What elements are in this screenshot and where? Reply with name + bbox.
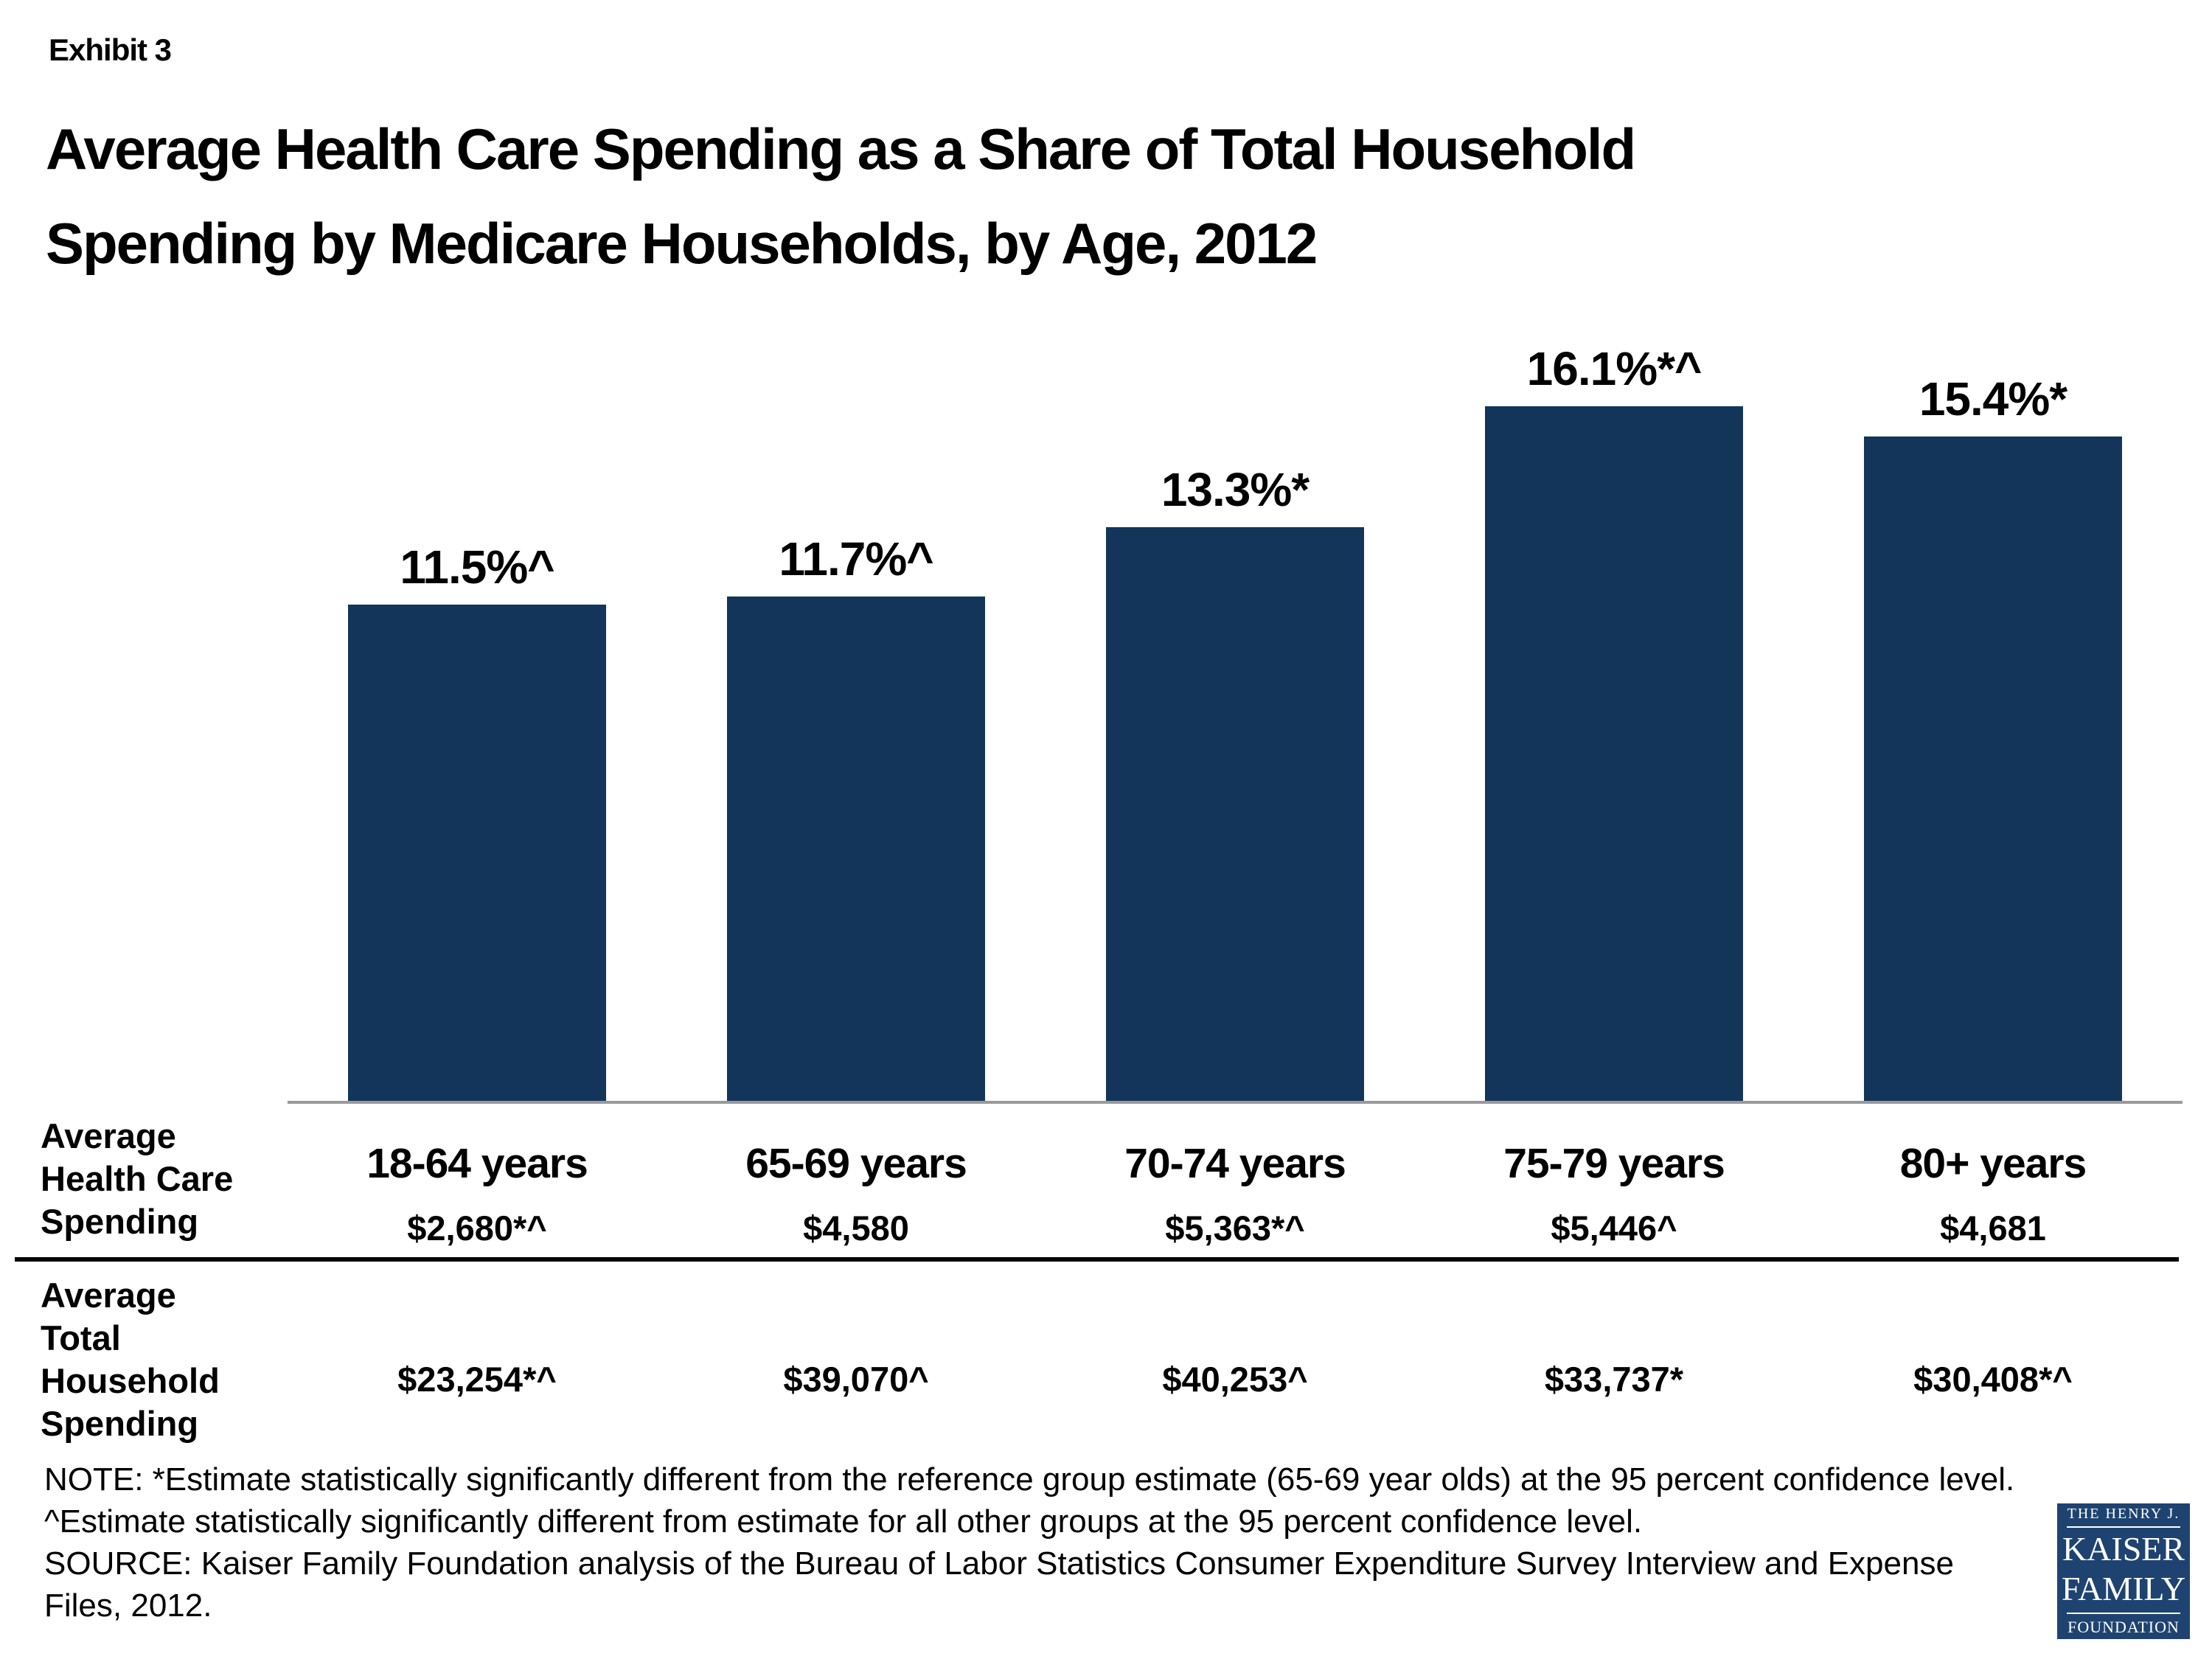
row-header-line: Spending: [41, 1404, 199, 1443]
row-header-line: Health Care: [41, 1159, 234, 1198]
table-cell: $5,363*^: [1165, 1208, 1305, 1248]
category-label: 70-74 years: [1124, 1140, 1346, 1187]
bar-value-label: 11.5%^: [400, 540, 554, 594]
exhibit-label: Exhibit 3: [49, 32, 172, 67]
row-header-line: Household: [41, 1361, 220, 1400]
footnote-block: NOTE: *Estimate statistically significan…: [44, 1458, 2035, 1627]
chart-title-line2: Spending by Medicare Households, by Age,…: [46, 211, 1318, 276]
row-header-line: Average: [41, 1116, 176, 1155]
chart-title-line1: Average Health Care Spending as a Share …: [46, 116, 1636, 181]
bar-18-64: [348, 605, 606, 1101]
bar-column: 11.5%^: [288, 310, 667, 1101]
health-care-spending-row: $2,680*^ $4,580 $5,363*^ $5,446^ $4,681: [288, 1208, 2183, 1248]
bar-column: 16.1%*^: [1425, 310, 1804, 1101]
table-cell: $23,254*^: [397, 1360, 557, 1399]
category-label: 75-79 years: [1503, 1140, 1725, 1187]
kaiser-family-foundation-logo: THE HENRY J. KAISER FAMILY FOUNDATION: [2057, 1503, 2190, 1639]
table-cell: $4,681: [1940, 1208, 2046, 1248]
logo-line-foundation: FOUNDATION: [2067, 1618, 2180, 1636]
bar-value-label: 16.1%*^: [1526, 342, 1703, 395]
note-text: NOTE: *Estimate statistically significan…: [44, 1461, 2015, 1540]
category-label-row: 18-64 years 65-69 years 70-74 years 75-7…: [288, 1139, 2183, 1188]
table-cell: $33,737*: [1544, 1360, 1684, 1399]
table-cell: $4,580: [803, 1208, 909, 1248]
logo-line-family: FAMILY: [2061, 1570, 2186, 1607]
bar-75-79: [1485, 406, 1743, 1101]
total-household-spending-row: $23,254*^ $39,070^ $40,253^ $33,737* $30…: [288, 1359, 2183, 1399]
category-label: 65-69 years: [745, 1140, 967, 1187]
table-cell: $30,408*^: [1913, 1360, 2073, 1399]
table-divider-line: [15, 1257, 2179, 1262]
bar-value-label: 11.7%^: [779, 532, 933, 585]
category-label: 18-64 years: [366, 1140, 588, 1187]
logo-line-kaiser: KAISER: [2062, 1530, 2185, 1568]
row-header-line: Spending: [41, 1202, 199, 1241]
bar-column: 11.7%^: [667, 310, 1046, 1101]
table-cell: $40,253^: [1162, 1360, 1308, 1399]
table-cell: $2,680*^: [407, 1208, 547, 1248]
row-header-line: Average: [41, 1276, 176, 1315]
source-text: SOURCE: Kaiser Family Foundation analysi…: [44, 1545, 1954, 1624]
bar-column: 15.4%*: [1804, 310, 2183, 1101]
row-header-total-household-spending: Average Total Household Spending: [41, 1274, 284, 1445]
logo-line-henry-j: THE HENRY J.: [2066, 1506, 2181, 1528]
bar-70-74: [1106, 527, 1364, 1101]
bar-value-label: 15.4%*: [1919, 372, 2067, 425]
chart-title: Average Health Care Spending as a Share …: [46, 102, 2162, 291]
bar-80plus: [1864, 437, 2122, 1101]
table-cell: $39,070^: [783, 1360, 929, 1399]
bar-value-label: 13.3%*: [1161, 463, 1310, 516]
row-header-line: Total: [41, 1318, 121, 1357]
row-header-health-care-spending: Average Health Care Spending: [41, 1115, 284, 1243]
bar-column: 13.3%*: [1046, 310, 1425, 1101]
table-cell: $5,446^: [1551, 1208, 1677, 1248]
logo-rule: [2066, 1613, 2181, 1614]
bar-chart-plot-area: 11.5%^ 11.7%^ 13.3%* 16.1%*^ 15.4%*: [288, 310, 2183, 1104]
bar-65-69: [727, 597, 985, 1101]
category-label: 80+ years: [1899, 1140, 2087, 1187]
